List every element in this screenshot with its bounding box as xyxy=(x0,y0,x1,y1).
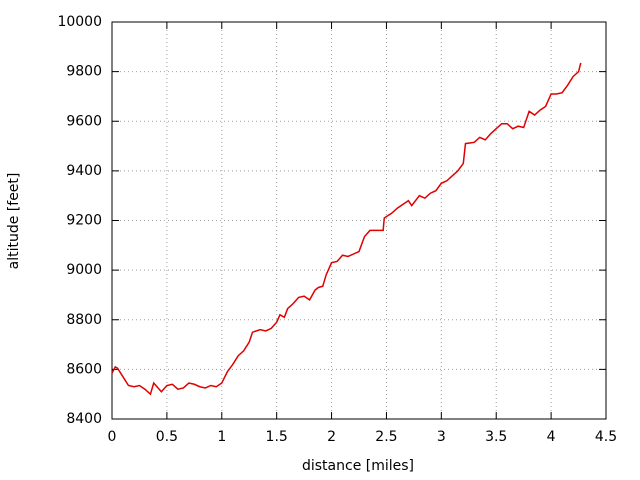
x-tick-label: 2 xyxy=(327,429,336,445)
y-tick-label: 9200 xyxy=(66,213,102,229)
y-axis-label: altitude [feet] xyxy=(6,173,22,270)
x-tick-label: 2.5 xyxy=(375,429,397,445)
x-axis-label: distance [miles] xyxy=(302,458,414,474)
y-tick-label: 8600 xyxy=(66,361,102,377)
x-tick-label: 1 xyxy=(217,429,226,445)
y-tick-label: 9600 xyxy=(66,113,102,129)
x-tick-label: 4 xyxy=(547,429,556,445)
data-line xyxy=(111,62,582,396)
y-tick-label: 8800 xyxy=(66,312,102,328)
x-tick-label: 1.5 xyxy=(266,429,288,445)
plot-border xyxy=(111,21,607,420)
y-tick-label: 9400 xyxy=(66,163,102,179)
x-tick-label: 0 xyxy=(108,429,117,445)
x-tick-label: 3 xyxy=(437,429,446,445)
y-tick-label: 8400 xyxy=(66,411,102,427)
x-tick-label: 3.5 xyxy=(485,429,507,445)
x-tick-label: 0.5 xyxy=(156,429,178,445)
y-tick-label: 10000 xyxy=(57,14,102,30)
x-tick-label: 4.5 xyxy=(595,429,617,445)
y-tick-label: 9000 xyxy=(66,262,102,278)
y-tick-label: 9800 xyxy=(66,64,102,80)
